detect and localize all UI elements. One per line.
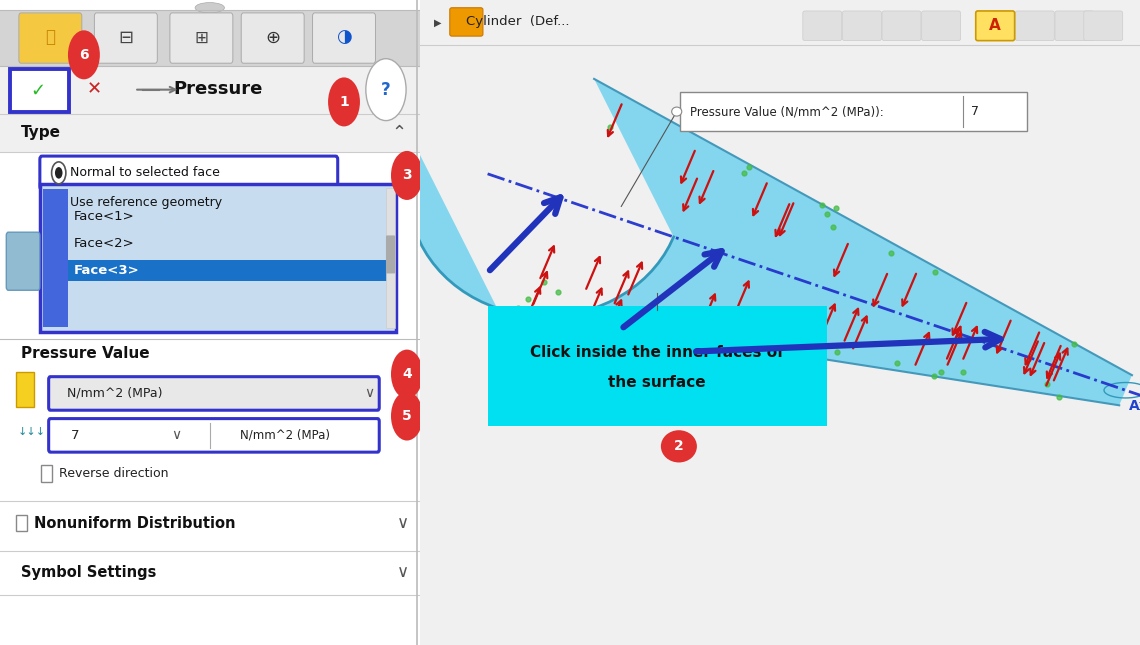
FancyBboxPatch shape	[68, 260, 391, 281]
Circle shape	[391, 392, 423, 441]
Text: ▶: ▶	[434, 17, 441, 28]
Text: ∨: ∨	[397, 514, 409, 532]
Text: Pressure: Pressure	[173, 80, 263, 98]
FancyBboxPatch shape	[488, 306, 826, 426]
Circle shape	[671, 107, 682, 116]
FancyBboxPatch shape	[450, 8, 483, 36]
Circle shape	[391, 151, 423, 200]
Text: 4: 4	[402, 367, 412, 381]
FancyBboxPatch shape	[0, 10, 420, 66]
FancyBboxPatch shape	[41, 465, 52, 482]
Text: Pressure Value: Pressure Value	[21, 346, 149, 361]
FancyBboxPatch shape	[49, 377, 380, 410]
Text: 2: 2	[674, 439, 684, 453]
Text: ⬛: ⬛	[46, 28, 56, 46]
FancyBboxPatch shape	[681, 92, 1027, 131]
Text: Normal to selected face: Normal to selected face	[71, 166, 220, 179]
FancyBboxPatch shape	[0, 114, 420, 152]
Circle shape	[366, 59, 406, 121]
FancyBboxPatch shape	[386, 188, 396, 328]
Text: ?: ?	[381, 81, 391, 99]
Text: ⊕: ⊕	[266, 28, 280, 46]
Text: ⊟: ⊟	[119, 28, 133, 46]
Circle shape	[328, 77, 360, 126]
Text: Face<3>: Face<3>	[73, 264, 139, 277]
FancyBboxPatch shape	[0, 66, 420, 114]
FancyBboxPatch shape	[803, 11, 841, 41]
Text: Face<1>: Face<1>	[73, 210, 135, 223]
Text: ◑: ◑	[336, 28, 352, 46]
Circle shape	[55, 167, 63, 179]
FancyBboxPatch shape	[10, 69, 70, 112]
Circle shape	[51, 192, 66, 213]
Text: N/mm^2 (MPa): N/mm^2 (MPa)	[67, 387, 163, 400]
Text: Pressure Value (N/mm^2 (MPa)):: Pressure Value (N/mm^2 (MPa)):	[690, 105, 884, 118]
Text: Cylinder  (Def...: Cylinder (Def...	[466, 15, 570, 28]
Text: ∨: ∨	[171, 428, 181, 442]
Text: ↓↓↓: ↓↓↓	[17, 427, 46, 437]
Text: Symbol Settings: Symbol Settings	[21, 564, 156, 580]
Text: Use reference geometry: Use reference geometry	[71, 196, 222, 209]
FancyBboxPatch shape	[976, 11, 1015, 41]
Text: 5: 5	[402, 409, 412, 423]
FancyBboxPatch shape	[0, 0, 420, 645]
FancyBboxPatch shape	[312, 13, 375, 63]
FancyBboxPatch shape	[19, 13, 82, 63]
Circle shape	[68, 30, 100, 79]
Text: 1: 1	[339, 95, 349, 109]
FancyBboxPatch shape	[842, 11, 881, 41]
FancyBboxPatch shape	[882, 11, 921, 41]
Circle shape	[51, 162, 66, 184]
Text: A: A	[990, 18, 1001, 34]
Text: ✕: ✕	[87, 81, 101, 99]
FancyBboxPatch shape	[49, 419, 380, 452]
Text: the surface: the surface	[609, 375, 706, 390]
FancyBboxPatch shape	[170, 13, 233, 63]
Circle shape	[661, 430, 697, 462]
FancyBboxPatch shape	[386, 235, 396, 273]
Polygon shape	[409, 79, 1132, 405]
FancyBboxPatch shape	[16, 515, 27, 531]
Text: Axis1: Axis1	[1130, 399, 1140, 413]
Text: Type: Type	[21, 125, 60, 141]
Text: 7: 7	[970, 105, 978, 118]
FancyBboxPatch shape	[1016, 11, 1054, 41]
Text: Face<2>: Face<2>	[73, 237, 135, 250]
Ellipse shape	[195, 3, 225, 13]
Text: ⊞: ⊞	[195, 28, 209, 46]
Text: Reverse direction: Reverse direction	[59, 467, 169, 480]
FancyBboxPatch shape	[43, 189, 67, 327]
FancyBboxPatch shape	[1054, 11, 1094, 41]
FancyBboxPatch shape	[1084, 11, 1123, 41]
Text: ∨: ∨	[397, 563, 409, 581]
Text: ✓: ✓	[30, 81, 46, 99]
Text: Nonuniform Distribution: Nonuniform Distribution	[33, 515, 235, 531]
Text: ⌃: ⌃	[391, 124, 406, 142]
Text: 3: 3	[402, 168, 412, 183]
FancyBboxPatch shape	[242, 13, 304, 63]
FancyBboxPatch shape	[40, 156, 337, 190]
Text: ∨: ∨	[364, 386, 374, 401]
Text: 6: 6	[79, 48, 89, 62]
Text: 7: 7	[72, 429, 80, 442]
Circle shape	[391, 350, 423, 399]
FancyBboxPatch shape	[95, 13, 157, 63]
FancyBboxPatch shape	[7, 232, 40, 290]
FancyBboxPatch shape	[922, 11, 961, 41]
FancyBboxPatch shape	[40, 184, 396, 332]
FancyBboxPatch shape	[976, 11, 1015, 41]
FancyBboxPatch shape	[16, 372, 34, 407]
Text: N/mm^2 (MPa): N/mm^2 (MPa)	[241, 429, 331, 442]
Text: Click inside the inner faces of: Click inside the inner faces of	[530, 345, 784, 360]
FancyBboxPatch shape	[420, 0, 1140, 45]
